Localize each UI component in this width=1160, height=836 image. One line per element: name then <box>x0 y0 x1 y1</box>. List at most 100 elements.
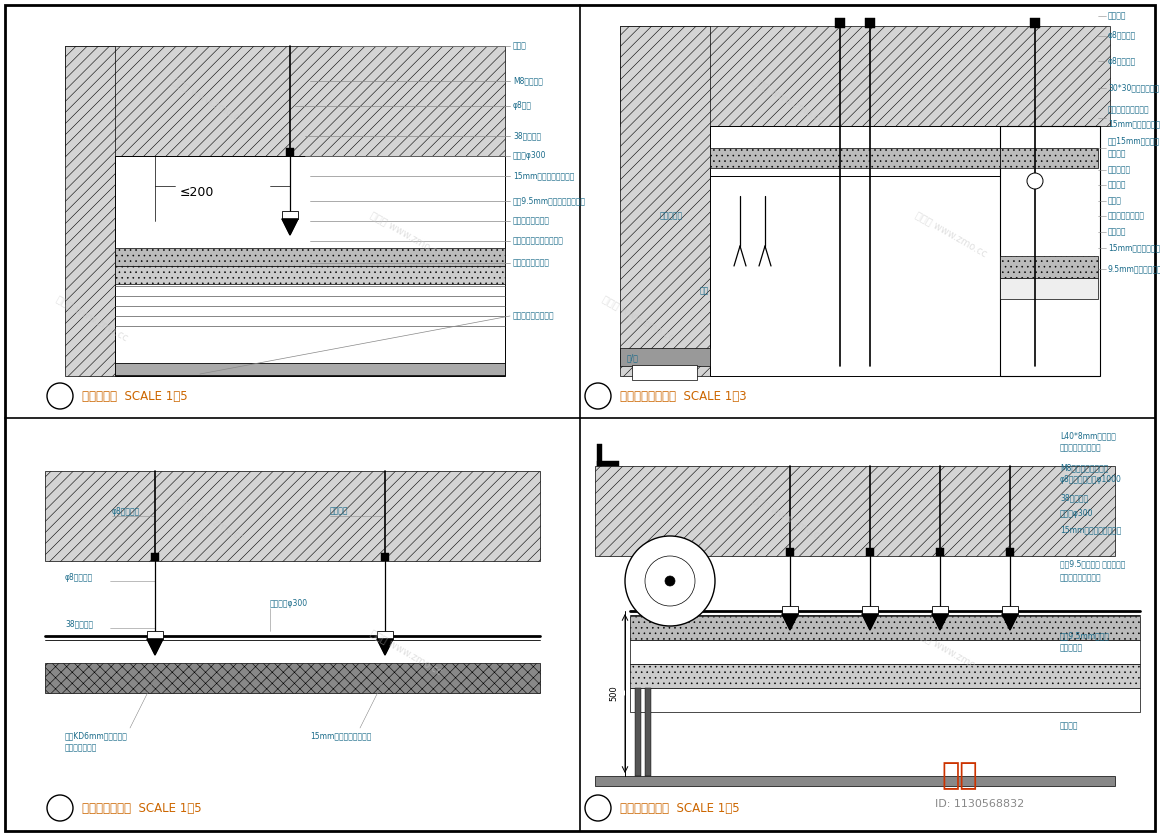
Bar <box>115 363 505 375</box>
Bar <box>151 553 159 561</box>
Circle shape <box>645 556 695 606</box>
Circle shape <box>585 795 611 821</box>
Bar <box>632 365 697 380</box>
Text: 建筑楼板: 建筑楼板 <box>329 507 348 516</box>
Bar <box>595 776 1115 786</box>
Bar <box>45 471 541 561</box>
Text: 知末网 www.zmo.cc: 知末网 www.zmo.cc <box>752 76 826 125</box>
Text: 500: 500 <box>609 686 618 701</box>
Text: 乳胶漆饰面: 乳胶漆饰面 <box>660 212 683 221</box>
Text: 10: 10 <box>592 391 604 401</box>
Text: 双层15mm厚欧松板: 双层15mm厚欧松板 <box>1108 136 1160 145</box>
Text: 边龙骨: 边龙骨 <box>513 42 527 50</box>
Text: 成品铝制护角收边条: 成品铝制护角收边条 <box>513 312 554 320</box>
Bar <box>619 26 710 376</box>
Bar <box>380 553 389 561</box>
Text: φ8全丝吊杆: φ8全丝吊杆 <box>65 573 93 583</box>
Bar <box>630 664 1140 688</box>
Text: 暗藏式窗帘盒节点  SCALE 1：3: 暗藏式窗帘盒节点 SCALE 1：3 <box>619 390 747 402</box>
Circle shape <box>1027 173 1043 189</box>
Text: （满焊、防锈处理）: （满焊、防锈处理） <box>1060 444 1102 452</box>
Polygon shape <box>377 639 393 655</box>
Text: 覆面龙骨: 覆面龙骨 <box>1108 227 1126 237</box>
Text: 窗帘: 窗帘 <box>699 287 709 295</box>
Text: 知禾: 知禾 <box>942 762 978 791</box>
Bar <box>619 26 1110 126</box>
Circle shape <box>585 383 611 409</box>
Bar <box>1000 126 1100 376</box>
Bar <box>862 606 878 614</box>
Polygon shape <box>147 639 164 655</box>
Text: 木饰面吊顶节点  SCALE 1：5: 木饰面吊顶节点 SCALE 1：5 <box>82 802 202 814</box>
Text: ≤200: ≤200 <box>180 186 215 200</box>
Text: 38卡式龙骨: 38卡式龙骨 <box>1060 493 1088 502</box>
Bar <box>782 606 798 614</box>
Text: 门/窗: 门/窗 <box>628 354 639 363</box>
Text: 知末网 www.zmo.cc: 知末网 www.zmo.cc <box>172 76 246 125</box>
Text: 建筑楼板: 建筑楼板 <box>1108 12 1126 21</box>
Bar <box>786 548 793 556</box>
Bar <box>287 148 293 156</box>
Text: 30*30木方阻燃处理: 30*30木方阻燃处理 <box>1108 84 1159 93</box>
Text: 知末网 www.zmo.cc: 知末网 www.zmo.cc <box>601 293 675 342</box>
Bar <box>65 46 115 376</box>
Polygon shape <box>1002 614 1018 630</box>
Text: 38卡式龙骨: 38卡式龙骨 <box>513 131 541 140</box>
Text: 十字沉头自攻螺丝: 十字沉头自攻螺丝 <box>1108 212 1145 221</box>
Text: 知末网 www.zmo.cc: 知末网 www.zmo.cc <box>752 494 826 543</box>
Text: 知末网 www.zmo.cc: 知末网 www.zmo.cc <box>914 628 988 676</box>
Bar <box>65 46 505 156</box>
Bar <box>710 126 1000 176</box>
Text: 11: 11 <box>53 803 67 813</box>
Text: 15mm厚欧松板防火处理: 15mm厚欧松板防火处理 <box>1108 243 1160 252</box>
Text: 覆面龙骨φ300: 覆面龙骨φ300 <box>270 599 309 609</box>
Bar <box>1000 278 1099 299</box>
Text: 窗帘滑轨: 窗帘滑轨 <box>1108 181 1126 190</box>
Text: 石膏板吊顶  SCALE 1：5: 石膏板吊顶 SCALE 1：5 <box>82 390 188 402</box>
Bar <box>282 211 298 219</box>
Bar <box>710 148 1000 168</box>
Text: 乳胶漆饰面: 乳胶漆饰面 <box>1108 166 1131 175</box>
Circle shape <box>48 383 73 409</box>
Text: φ8全丝吊杆: φ8全丝吊杆 <box>1108 57 1137 65</box>
Text: 边龙骨: 边龙骨 <box>1108 196 1122 206</box>
Text: 定制KD6mm厚防火板材: 定制KD6mm厚防火板材 <box>65 732 128 741</box>
Bar <box>1000 148 1099 168</box>
Text: 12: 12 <box>592 803 604 813</box>
Bar <box>1030 18 1041 28</box>
Bar <box>115 156 505 376</box>
Bar <box>147 631 164 639</box>
Text: 知末网 www.zmo.cc: 知末网 www.zmo.cc <box>172 494 246 543</box>
Bar <box>597 444 602 466</box>
Bar <box>835 18 844 28</box>
Bar <box>630 640 1140 664</box>
Text: （正反双饰面）: （正反双饰面） <box>65 743 97 752</box>
Text: 双层9.5mm厚石膏板错缝搭接: 双层9.5mm厚石膏板错缝搭接 <box>513 196 586 206</box>
Bar <box>115 248 505 266</box>
Text: 知末网 www.zmo.cc: 知末网 www.zmo.cc <box>56 293 130 342</box>
Text: 知末网 www.zmo.cc: 知末网 www.zmo.cc <box>369 210 443 258</box>
Text: 满刮三度腻子磨平: 满刮三度腻子磨平 <box>513 217 550 226</box>
Text: 挡烟卷布: 挡烟卷布 <box>1060 721 1079 731</box>
Text: 挡烟卷帘布节点  SCALE 1：5: 挡烟卷帘布节点 SCALE 1：5 <box>619 802 740 814</box>
Bar <box>1002 606 1018 614</box>
Text: 三遍乳胶漆（一底二面）: 三遍乳胶漆（一底二面） <box>513 237 564 246</box>
Bar <box>710 176 1000 376</box>
Bar <box>867 548 873 556</box>
Text: 防火处理: 防火处理 <box>1108 150 1126 159</box>
Bar <box>595 466 1115 556</box>
Text: φ8镀锌通丝吊杆φ1000: φ8镀锌通丝吊杆φ1000 <box>1060 476 1122 485</box>
Text: 15mm厚欧松板防火处理: 15mm厚欧松板防火处理 <box>1108 120 1160 129</box>
Bar <box>1006 548 1014 556</box>
Text: 15mm厚欧松板防火处理: 15mm厚欧松板防火处理 <box>1060 526 1122 534</box>
Bar <box>630 616 1140 640</box>
Bar <box>865 18 875 28</box>
Bar <box>619 348 710 366</box>
Text: M8金属膨胀螺栓固定: M8金属膨胀螺栓固定 <box>1060 463 1108 472</box>
Text: 副龙骨φ300: 副龙骨φ300 <box>1060 509 1094 518</box>
Text: 38卡式龙骨: 38卡式龙骨 <box>65 619 93 629</box>
Text: 15mm厚欧松板防火处理: 15mm厚欧松板防火处理 <box>310 732 371 741</box>
Polygon shape <box>931 614 948 630</box>
Text: 知末网 www.zmo.cc: 知末网 www.zmo.cc <box>369 628 443 676</box>
Bar <box>936 548 944 556</box>
